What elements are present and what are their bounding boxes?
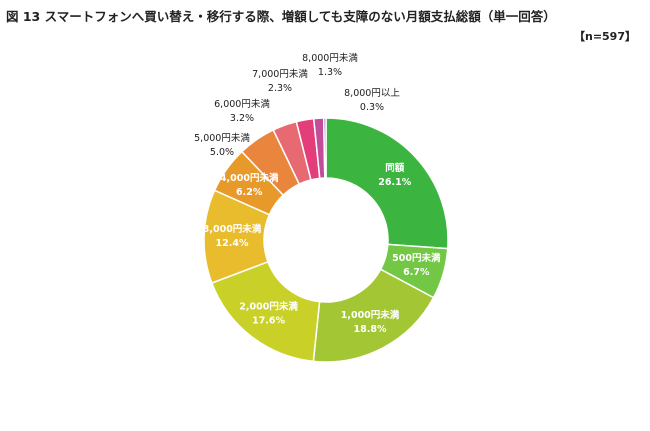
slice-label-4000-yen-under: 4,000円未満 6.2%	[220, 172, 279, 198]
slice-labels: 同額 26.1% 500円未満 6.7% 1,000円未満 18.8% 2,000円未満 17…	[194, 52, 441, 335]
chart-title: 図 13 スマートフォンへ買い替え・移行する際、増額しても支障のない月額支払総額…	[6, 9, 556, 24]
slice-label-8000-yen-or-more: 8,000円以上 0.3%	[344, 88, 400, 113]
slice-label-2000-yen-under: 2,000円未満 17.6%	[239, 300, 298, 326]
slice-label-7000-yen-under: 7,000円未満 2.3%	[252, 68, 308, 94]
donut-slices	[203, 117, 449, 363]
slice-same-amount	[325, 117, 449, 250]
slice-label-same-amount: 同額 26.1%	[378, 162, 411, 188]
slice-label-1000-yen-under: 1,000円未満 18.8%	[341, 309, 400, 335]
slice-8000-yen-or-more	[322, 117, 327, 179]
slice-label-500-yen-under: 500円未満 6.7%	[392, 252, 441, 278]
slice-label-3000-yen-under: 3,000円未満 12.4%	[203, 223, 262, 249]
slice-label-6000-yen-under: 6,000円未満 3.2%	[214, 98, 270, 124]
slice-label-5000-yen-under: 5,000円未満 5.0%	[194, 132, 250, 158]
sample-size-label: 【n=597】	[573, 30, 636, 43]
slice-label-8000-yen-under: 8,000円未満 1.3%	[302, 52, 358, 78]
